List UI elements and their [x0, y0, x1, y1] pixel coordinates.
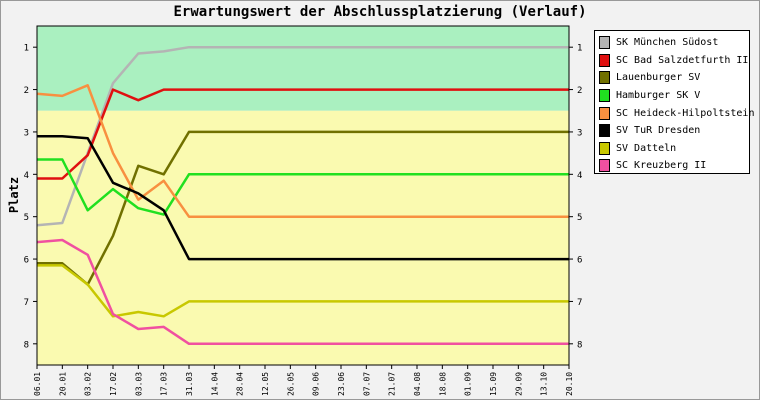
- chart-title: Erwartungswert der Abschlussplatzierung …: [173, 4, 587, 20]
- x-tick-label: 23.06: [337, 372, 346, 396]
- legend-item: SC Kreuzberg II: [599, 157, 745, 175]
- x-tick-label: 31.03: [185, 372, 194, 396]
- y-tick-label-left: 8: [24, 340, 29, 350]
- y-tick-label-right: 5: [577, 213, 582, 223]
- x-tick-label: 26.05: [286, 372, 295, 396]
- x-tick-label: 21.07: [388, 372, 397, 396]
- y-tick-label-right: 8: [577, 340, 582, 350]
- x-tick-label: 07.07: [362, 372, 371, 396]
- legend-swatch: [599, 124, 610, 138]
- x-tick-label: 13.10: [540, 372, 549, 396]
- x-tick-label: 14.04: [210, 372, 219, 396]
- x-tick-label: 29.09: [514, 372, 523, 396]
- y-tick-label-right: 2: [577, 86, 582, 96]
- y-tick-label-left: 4: [24, 171, 29, 181]
- legend-swatch: [599, 36, 610, 50]
- x-tick-label: 17.03: [160, 372, 169, 396]
- x-tick-label: 01.09: [464, 372, 473, 396]
- legend-item: SK München Südost: [599, 34, 745, 52]
- series-line-8: [36, 238, 569, 346]
- x-tick-label: 03.02: [84, 372, 93, 396]
- x-tick-label: 20.01: [58, 372, 67, 396]
- series-line-1: [36, 45, 569, 227]
- legend-swatch: [599, 71, 610, 85]
- y-tick-label-left: 3: [24, 128, 29, 138]
- legend-label: SC Kreuzberg II: [616, 160, 707, 172]
- legend-item: SC Heideck-Hilpoltstein: [599, 104, 754, 122]
- background-band-2: [37, 110, 569, 365]
- series-line-7: [37, 264, 569, 318]
- legend-item: SC Bad Salzdetfurth II: [599, 52, 749, 70]
- y-tick-label-right: 4: [577, 171, 582, 181]
- x-tick-label: 03.03: [134, 372, 143, 396]
- y-tick-label-left: 5: [24, 213, 29, 223]
- series-line-2: [37, 88, 569, 180]
- x-tick-label: 20.10: [565, 372, 574, 396]
- x-tick-label: 18.08: [438, 372, 447, 396]
- y-tick-label-right: 6: [577, 256, 582, 266]
- x-tick-label: 06.01: [33, 372, 42, 396]
- series-line-5: [36, 84, 569, 218]
- x-tick-label: 12.05: [261, 372, 270, 396]
- legend-label: SC Bad Salzdetfurth II: [616, 54, 749, 66]
- legend-label: Lauenburger SV: [616, 72, 701, 84]
- y-tick-label-left: 7: [24, 298, 29, 308]
- legend-swatch: [599, 53, 610, 67]
- x-tick-label: 28.04: [236, 372, 245, 396]
- legend-item: Lauenburger SV: [599, 69, 745, 87]
- legend-label: Hamburger SK V: [616, 90, 701, 102]
- legend-swatch: [599, 159, 610, 173]
- y-tick-label-left: 2: [24, 86, 29, 96]
- series-line-6: [37, 134, 569, 261]
- legend-label: SV Datteln: [616, 142, 677, 154]
- y-tick-label-left: 6: [24, 256, 29, 266]
- x-tick-label: 15.09: [489, 372, 498, 396]
- series-line-4: [37, 158, 569, 216]
- y-tick-label-right: 1: [577, 44, 582, 54]
- y-tick-label-right: 7: [577, 298, 582, 308]
- x-tick-label: 09.06: [312, 372, 321, 396]
- x-tick-label: 04.08: [413, 372, 422, 396]
- legend-item: SV TuR Dresden: [599, 122, 745, 140]
- y-tick-label-left: 1: [24, 44, 29, 54]
- x-tick-label: 17.02: [109, 372, 118, 396]
- legend-label: SV TuR Dresden: [616, 125, 701, 137]
- series-line-3: [37, 130, 569, 286]
- legend-item: Hamburger SK V: [599, 87, 745, 105]
- legend-swatch: [599, 141, 610, 155]
- legend: SK München Südost SC Bad Salzdetfurth II L…: [594, 30, 754, 175]
- legend-item: SV Datteln: [599, 140, 745, 158]
- legend-swatch: [599, 89, 610, 103]
- legend-label: SK München Südost: [616, 37, 719, 49]
- background-band-1: [37, 26, 569, 111]
- y-tick-label-right: 3: [577, 128, 582, 138]
- legend-label: SC Heideck-Hilpoltstein: [616, 107, 755, 119]
- legend-swatch: [599, 106, 610, 120]
